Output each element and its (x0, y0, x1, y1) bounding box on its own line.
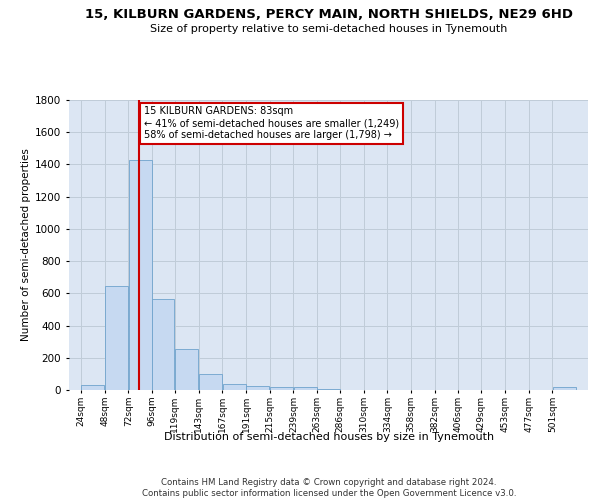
Text: Size of property relative to semi-detached houses in Tynemouth: Size of property relative to semi-detach… (150, 24, 508, 34)
Bar (152, 299, 175, 390)
Bar (270, 387, 293, 390)
Text: Distribution of semi-detached houses by size in Tynemouth: Distribution of semi-detached houses by … (164, 432, 494, 442)
Bar (199, 374, 222, 390)
Bar (294, 387, 317, 390)
Bar (223, 384, 245, 390)
Bar (81, 385, 104, 390)
Bar (553, 387, 576, 390)
Bar (175, 349, 198, 390)
Text: 15, KILBURN GARDENS, PERCY MAIN, NORTH SHIELDS, NE29 6HD: 15, KILBURN GARDENS, PERCY MAIN, NORTH S… (85, 8, 573, 20)
Text: 15 KILBURN GARDENS: 83sqm
← 41% of semi-detached houses are smaller (1,249)
58% : 15 KILBURN GARDENS: 83sqm ← 41% of semi-… (144, 106, 399, 140)
Bar (247, 386, 269, 390)
Bar (128, 160, 152, 390)
Y-axis label: Number of semi-detached properties: Number of semi-detached properties (21, 148, 31, 342)
Text: Contains HM Land Registry data © Crown copyright and database right 2024.
Contai: Contains HM Land Registry data © Crown c… (142, 478, 516, 498)
Bar (105, 286, 128, 390)
Bar (317, 389, 340, 390)
